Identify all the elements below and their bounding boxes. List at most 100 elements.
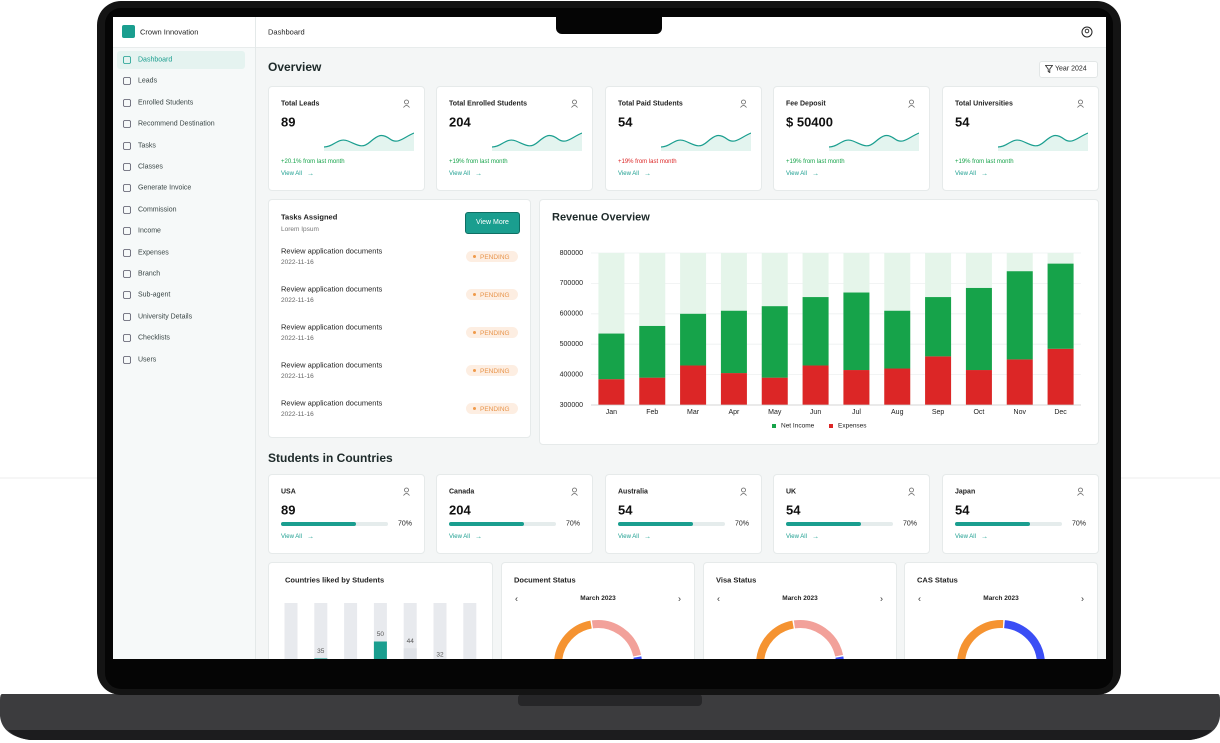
- nav-item-active[interactable]: [117, 51, 245, 69]
- sparkline-area: [492, 133, 582, 151]
- nav-icon-shape: [123, 205, 131, 214]
- x-tick-label: Feb: [646, 409, 658, 416]
- kpi-change: +19% from last month: [449, 159, 508, 165]
- status-label: PENDING: [480, 253, 510, 261]
- task-name: Review application documents: [281, 322, 383, 332]
- nav-icon: [123, 98, 131, 107]
- bar-segment: [802, 297, 829, 366]
- icon-shape: [909, 99, 914, 105]
- kpi-link-arrow[interactable]: →: [812, 170, 819, 178]
- bar-value-label: 35: [317, 648, 325, 655]
- icon-shape: [571, 493, 578, 496]
- nav-icon-shape: [123, 270, 131, 278]
- country-link[interactable]: View All: [955, 534, 976, 540]
- country-link-arrow[interactable]: →: [307, 533, 314, 541]
- status-dot: [473, 331, 476, 334]
- kpi-link-arrow[interactable]: →: [475, 170, 482, 178]
- sparkline-line: [661, 132, 751, 148]
- bar-segment: [925, 297, 952, 357]
- nav-item[interactable]: University Details: [138, 313, 193, 321]
- bar-segment: [802, 365, 829, 405]
- donut-segment: [756, 620, 794, 659]
- kpi-link[interactable]: View All: [786, 171, 807, 177]
- kpi-link-arrow[interactable]: →: [307, 170, 314, 178]
- prev-month[interactable]: ‹: [717, 593, 720, 604]
- next-month[interactable]: ›: [880, 593, 883, 604]
- bar: [373, 641, 387, 659]
- kpi-value: 54: [955, 114, 970, 130]
- nav-item[interactable]: Expenses: [138, 249, 169, 257]
- nav-icon: [123, 163, 131, 171]
- nav-icon: [123, 77, 131, 86]
- country-link[interactable]: View All: [618, 534, 639, 540]
- year-filter-label[interactable]: Year 2024: [1055, 65, 1087, 73]
- kpi-link-arrow[interactable]: →: [644, 170, 651, 178]
- nav-item[interactable]: Generate Invoice: [138, 184, 192, 192]
- nav-item[interactable]: Enrolled Students: [138, 99, 194, 107]
- nav-item[interactable]: Branch: [138, 270, 161, 278]
- country-name: Canada: [449, 488, 475, 496]
- donut-segment: [554, 620, 592, 659]
- donut: [554, 620, 642, 659]
- country-link[interactable]: View All: [449, 534, 470, 540]
- icon-shape: [909, 487, 914, 493]
- kpi-link[interactable]: View All: [955, 171, 976, 177]
- nav-item[interactable]: Checklists: [138, 334, 170, 342]
- sparkline: [324, 132, 414, 151]
- x-tick-label: Oct: [973, 409, 984, 416]
- country-card: Australia 54 70% View All →: [605, 474, 762, 554]
- kpi-link[interactable]: View All: [618, 171, 639, 177]
- bar-segment: [761, 306, 788, 378]
- bar-segment: [884, 310, 911, 369]
- view-more-button[interactable]: View More: [465, 212, 520, 234]
- progress-label: 70%: [902, 520, 917, 528]
- kpi-link-arrow[interactable]: →: [981, 170, 988, 178]
- country-link-arrow[interactable]: →: [475, 533, 482, 541]
- bar-segment: [843, 370, 870, 405]
- nav-icon: [123, 312, 131, 321]
- country-link-arrow[interactable]: →: [644, 533, 651, 541]
- sparkline: [998, 132, 1088, 151]
- bar-track: [314, 603, 328, 659]
- status-pill: PENDING: [466, 251, 518, 262]
- nav-item[interactable]: Commission: [138, 206, 177, 214]
- donut-segment: [957, 620, 1004, 659]
- kpi-link[interactable]: View All: [449, 171, 470, 177]
- nav-item[interactable]: Leads: [138, 77, 158, 85]
- prev-month[interactable]: ‹: [918, 593, 921, 604]
- nav-item[interactable]: Users: [138, 356, 157, 364]
- nav-item[interactable]: Sub-agent: [138, 291, 171, 299]
- nav-icon: [123, 291, 131, 300]
- nav-item[interactable]: Income: [138, 227, 161, 235]
- x-tick-label: Nov: [1014, 409, 1027, 416]
- country-link-arrow[interactable]: →: [981, 533, 988, 541]
- bar-track: [284, 603, 298, 659]
- icon: [1077, 99, 1084, 108]
- nav-item[interactable]: Tasks: [138, 142, 156, 150]
- country-link[interactable]: View All: [786, 534, 807, 540]
- kpi-value: 54: [618, 114, 633, 130]
- progress-label: 70%: [734, 520, 749, 528]
- nav-item[interactable]: Classes: [138, 163, 163, 171]
- next-month[interactable]: ›: [1081, 593, 1084, 604]
- country-link[interactable]: View All: [281, 534, 302, 540]
- kpi-value: $ 50400: [786, 114, 833, 130]
- legend-swatch: [829, 424, 833, 428]
- icon-shape: [571, 105, 578, 108]
- nav-icon-shape: [123, 120, 131, 129]
- country-link-arrow[interactable]: →: [812, 533, 819, 541]
- icon: [908, 487, 915, 496]
- status-month: March 2023: [580, 594, 616, 602]
- nav-item[interactable]: Dashboard: [138, 56, 173, 64]
- profile-icon[interactable]: [1081, 26, 1093, 38]
- task-date: 2022-11-16: [281, 334, 314, 342]
- country-card: USA 89 70% View All →: [268, 474, 425, 554]
- kpi-link[interactable]: View All: [281, 171, 302, 177]
- country-card: Japan 54 70% View All →: [942, 474, 1099, 554]
- view-more-label[interactable]: View More: [476, 219, 509, 226]
- year-filter[interactable]: [1039, 61, 1098, 78]
- country-name: UK: [786, 488, 797, 496]
- next-month[interactable]: ›: [678, 593, 681, 604]
- prev-month[interactable]: ‹: [515, 593, 518, 604]
- nav-item[interactable]: Recommend Destination: [138, 120, 215, 128]
